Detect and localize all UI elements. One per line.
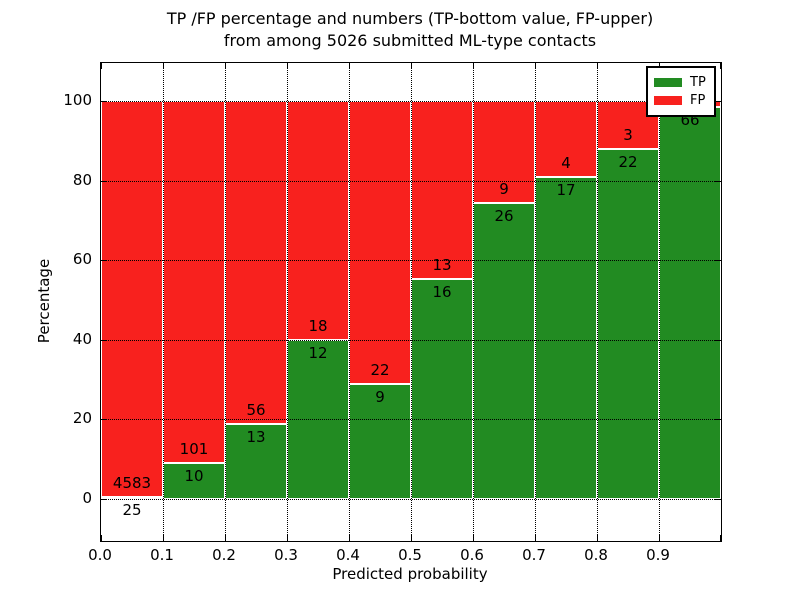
x-axis-tick [597, 63, 598, 69]
y-axis-tick [715, 419, 721, 421]
x-gridline [225, 63, 226, 541]
tp-bar-segment [101, 496, 163, 499]
legend-item-fp: FP [654, 93, 706, 108]
x-gridline [535, 63, 536, 541]
tp-count-label: 25 [122, 500, 142, 519]
fp-bar-segment [225, 101, 287, 425]
x-axis-tick [287, 535, 288, 541]
y-axis-tick [101, 339, 107, 341]
y-axis-tick [101, 260, 107, 262]
fp-bar-segment [349, 101, 411, 384]
x-axis-tick [225, 535, 226, 541]
x-axis-tick [287, 63, 288, 69]
tp-bar-segment [597, 148, 659, 499]
x-tick-label: 0.6 [460, 546, 484, 564]
tp-bar-segment [225, 424, 287, 499]
tp-bar-segment [163, 463, 225, 499]
x-axis-label: Predicted probability [332, 565, 488, 583]
y-axis-tick [715, 180, 721, 182]
legend-label-fp: FP [690, 93, 706, 108]
y-axis-tick [101, 499, 107, 500]
x-axis-tick [349, 535, 350, 541]
fp-bar-segment [411, 101, 473, 280]
tp-bar-segment [535, 176, 597, 499]
tp-bar-segment [411, 279, 473, 499]
x-axis-tick [720, 63, 721, 69]
x-axis-tick [101, 63, 102, 69]
x-gridline [287, 63, 288, 541]
fp-bar-segment [473, 101, 535, 204]
fp-bar-segment [535, 101, 597, 177]
x-axis-tick [225, 63, 226, 69]
fp-bar-segment [287, 101, 349, 340]
x-tick-label: 0.7 [522, 546, 546, 564]
tp-bar-segment [473, 203, 535, 499]
x-tick-label: 0.9 [646, 546, 670, 564]
x-axis-tick [163, 535, 164, 541]
x-gridline [473, 63, 474, 541]
x-tick-label: 0.3 [274, 546, 298, 564]
y-axis-tick [715, 260, 721, 262]
y-axis-tick [101, 101, 107, 102]
fp-bar-segment [101, 101, 163, 497]
x-axis-tick [101, 535, 102, 541]
x-axis-tick [163, 63, 164, 69]
legend-item-tp: TP [654, 75, 706, 90]
x-axis-tick [535, 63, 536, 69]
fp-bar-segment [163, 101, 225, 464]
y-axis-tick [715, 499, 721, 500]
x-axis-tick [411, 535, 412, 541]
x-axis-tick [659, 535, 660, 541]
chart-title: TP /FP percentage and numbers (TP-bottom… [166, 9, 654, 50]
legend-label-tp: TP [690, 75, 706, 90]
legend-swatch-tp-icon [654, 78, 682, 87]
y-tick-label: 100 [63, 91, 92, 109]
x-axis-tick [720, 535, 721, 541]
y-tick-label: 20 [72, 409, 92, 428]
x-axis-tick [473, 63, 474, 69]
x-gridline [659, 63, 660, 541]
x-tick-label: 0.2 [212, 546, 236, 564]
y-tick-label: 80 [72, 170, 92, 189]
x-tick-label: 0.4 [336, 546, 360, 564]
x-tick-label: 0.5 [398, 546, 422, 564]
x-gridline [411, 63, 412, 541]
x-gridline [597, 63, 598, 541]
tp-bar-segment [659, 106, 721, 499]
plot-area: 4583 25 101 10 56 13 18 12 22 9 13 16 9 26 4 17 3 22 66 [100, 62, 722, 542]
x-tick-label: 0.0 [88, 546, 112, 564]
y-tick-label: 40 [72, 329, 92, 348]
x-tick-label: 0.1 [150, 546, 174, 564]
x-gridline [163, 63, 164, 541]
y-tick-label: 0 [82, 489, 92, 507]
x-tick-label: 0.8 [584, 546, 608, 564]
y-axis-tick [715, 101, 721, 102]
legend-swatch-fp-icon [654, 96, 682, 105]
y-axis-tick [715, 339, 721, 341]
x-axis-tick [473, 535, 474, 541]
x-axis-tick [597, 535, 598, 541]
y-axis-tick [101, 419, 107, 421]
legend: TP FP [646, 66, 716, 117]
y-tick-label: 60 [72, 250, 92, 269]
x-axis-tick [411, 63, 412, 69]
x-axis-tick [349, 63, 350, 69]
tp-bar-segment [349, 383, 411, 499]
y-axis-tick [101, 180, 107, 182]
x-axis-tick [535, 535, 536, 541]
x-gridline [349, 63, 350, 541]
